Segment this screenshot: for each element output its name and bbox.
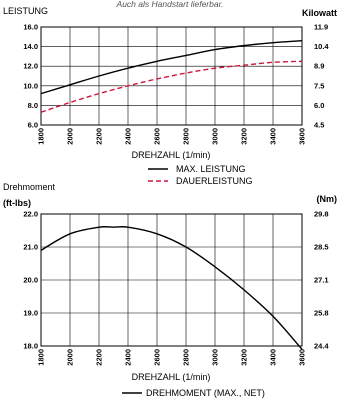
x-tick-label: 2800: [182, 349, 191, 366]
x-tick-label: 2200: [95, 349, 104, 366]
y-left-tick-label: 8.0: [28, 101, 38, 110]
y-right-tick-label: 6.0: [314, 101, 324, 110]
y-left-tick-label: 18.0: [23, 342, 38, 351]
power-chart: LEISTUNG Kilowatt 16.0 11.9 14.0 10.4 12.0 8.9 1…: [3, 6, 337, 186]
torque-chart: Drehmoment (ft-lbs) (Nm) 22.0 29.8 21.0 28.5 20…: [3, 182, 337, 398]
x-tick-label: 2800: [182, 128, 191, 145]
y-right-tick-label: 7.5: [314, 81, 324, 90]
y-left-tick-label: 22.0: [23, 210, 38, 219]
x-tick-label: 3200: [240, 128, 249, 145]
y-left-tick-label: 20.0: [23, 276, 38, 285]
x-tick-label: 3000: [211, 349, 220, 366]
series-line-1: [40, 40, 303, 95]
header-note: Auch als Handstart lieferbar.: [116, 0, 224, 9]
x-tick-label: 3400: [269, 128, 278, 145]
y-left-tick-label: 14.0: [23, 42, 38, 51]
y-left-tick-label: 21.0: [23, 243, 38, 252]
left-axis-title: LEISTUNG: [3, 6, 48, 16]
x-tick-label: 2600: [153, 349, 162, 366]
y-left-tick-label: 12.0: [23, 62, 38, 71]
series-line-1: [40, 226, 303, 350]
x-tick-label: 3600: [298, 349, 307, 366]
x-tick-label: 3400: [269, 349, 278, 366]
x-tick-label: 2200: [95, 128, 104, 145]
x-tick-label: 2000: [66, 128, 75, 145]
y-right-tick-label: 10.4: [314, 42, 329, 51]
x-tick-label: 2400: [124, 128, 133, 145]
x-tick-label: 3000: [211, 128, 220, 145]
y-right-tick-label: 25.8: [314, 309, 329, 318]
x-tick-label: 1800: [37, 349, 46, 366]
y-left-tick-label: 6.0: [28, 121, 38, 130]
x-tick-label: 2400: [124, 349, 133, 366]
right-axis-title: (Nm): [317, 194, 338, 204]
x-tick-label: 3600: [298, 128, 307, 145]
legend-label: MAX. LEISTUNG: [176, 164, 246, 174]
x-tick-label: 1800: [37, 128, 46, 145]
x-tick-label: 3200: [240, 349, 249, 366]
y-left-tick-label: 16.0: [23, 23, 38, 32]
x-axis-label: DREHZAHL (1/min): [132, 372, 211, 382]
y-right-tick-label: 4.5: [314, 121, 324, 130]
legend-label: DAUERLEISTUNG: [176, 176, 253, 186]
right-axis-title: Kilowatt: [302, 8, 337, 18]
y-left-tick-label: 10.0: [23, 81, 38, 90]
plot-frame: [40, 26, 303, 126]
y-right-tick-label: 29.8: [314, 210, 329, 219]
legend-label: DREHMOMENT (MAX., NET): [146, 388, 265, 398]
y-right-tick-label: 24.4: [314, 342, 329, 351]
y-right-tick-label: 8.9: [314, 62, 324, 71]
y-left-tick-label: 19.0: [23, 309, 38, 318]
x-axis-label: DREHZAHL (1/min): [132, 150, 211, 160]
series-line-2: [40, 60, 303, 113]
x-tick-label: 2600: [153, 128, 162, 145]
plot-frame: [40, 213, 303, 347]
x-tick-label: 2000: [66, 349, 75, 366]
y-right-tick-label: 11.9: [314, 23, 328, 32]
y-right-tick-label: 27.1: [314, 276, 329, 285]
left-axis-title: (ft-lbs): [3, 198, 31, 208]
y-right-tick-label: 28.5: [314, 243, 329, 252]
chart-title: Drehmoment: [3, 182, 56, 192]
